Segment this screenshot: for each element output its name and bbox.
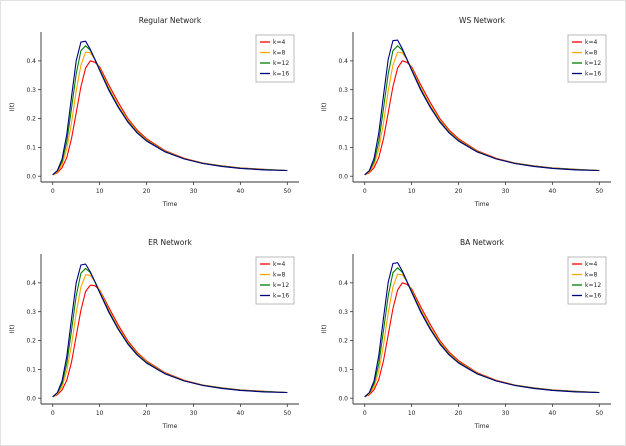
svg-text:0: 0 bbox=[51, 410, 55, 417]
svg-text:I(t): I(t) bbox=[321, 325, 328, 334]
subplot-ba-network: BA Network 0 10 20 30 40 50 0.0 0.1 0.2 0.3 0.4 Tim… bbox=[317, 238, 621, 430]
svg-text:0.0: 0.0 bbox=[26, 173, 36, 180]
svg-text:k=12: k=12 bbox=[273, 282, 289, 289]
subplot-ws-network: WS Network 0 10 20 30 40 50 0.0 0.1 0.2 0.3 0.4 Tim… bbox=[317, 16, 621, 208]
svg-text:40: 40 bbox=[237, 410, 245, 417]
svg-text:0.1: 0.1 bbox=[338, 367, 348, 374]
svg-text:20: 20 bbox=[143, 410, 151, 417]
svg-text:k=16: k=16 bbox=[585, 71, 601, 78]
svg-text:0.4: 0.4 bbox=[338, 58, 348, 65]
svg-text:k=4: k=4 bbox=[585, 39, 598, 46]
svg-text:k=8: k=8 bbox=[273, 50, 286, 57]
svg-text:0.3: 0.3 bbox=[338, 309, 348, 316]
svg-text:10: 10 bbox=[96, 188, 104, 195]
svg-text:40: 40 bbox=[237, 188, 245, 195]
chart-canvas-ws: 0 10 20 30 40 50 0.0 0.1 0.2 0.3 0.4 Time I(t) k=4 k=8… bbox=[321, 32, 611, 208]
svg-text:I(t): I(t) bbox=[321, 103, 328, 112]
svg-text:0.0: 0.0 bbox=[338, 395, 348, 402]
svg-text:0.3: 0.3 bbox=[338, 87, 348, 94]
svg-text:20: 20 bbox=[455, 188, 463, 195]
svg-text:0.2: 0.2 bbox=[338, 338, 348, 345]
svg-text:50: 50 bbox=[283, 188, 291, 195]
svg-text:k=16: k=16 bbox=[273, 71, 289, 78]
svg-text:0.1: 0.1 bbox=[26, 145, 36, 152]
svg-text:k=4: k=4 bbox=[273, 261, 286, 268]
svg-text:50: 50 bbox=[283, 410, 291, 417]
svg-text:k=8: k=8 bbox=[273, 272, 286, 279]
svg-text:Time: Time bbox=[474, 423, 490, 430]
subplot-er-network: ER Network 0 10 20 30 40 50 0.0 0.1 0.2 0.3 0.4 Tim… bbox=[5, 238, 309, 430]
chart-title-ws: WS Network bbox=[459, 16, 505, 25]
svg-text:30: 30 bbox=[190, 188, 198, 195]
svg-text:50: 50 bbox=[595, 410, 603, 417]
svg-text:10: 10 bbox=[408, 188, 416, 195]
svg-text:30: 30 bbox=[502, 188, 510, 195]
chart-title-ba: BA Network bbox=[460, 238, 504, 247]
svg-text:k=4: k=4 bbox=[585, 261, 598, 268]
svg-text:10: 10 bbox=[96, 410, 104, 417]
svg-text:I(t): I(t) bbox=[9, 325, 16, 334]
svg-text:k=16: k=16 bbox=[585, 293, 601, 300]
svg-text:0.4: 0.4 bbox=[26, 58, 36, 65]
svg-text:0.3: 0.3 bbox=[26, 87, 36, 94]
svg-text:0.2: 0.2 bbox=[26, 116, 36, 123]
svg-text:Time: Time bbox=[162, 423, 178, 430]
svg-text:0: 0 bbox=[363, 410, 367, 417]
chart-title-regular: Regular Network bbox=[138, 16, 202, 25]
svg-text:Time: Time bbox=[162, 201, 178, 208]
svg-text:0.4: 0.4 bbox=[338, 280, 348, 287]
svg-text:0.4: 0.4 bbox=[26, 280, 36, 287]
subplot-regular-network: Regular Network 0 10 20 30 40 50 0.0 0.1 0.2 0.3 0… bbox=[5, 16, 309, 208]
svg-text:k=8: k=8 bbox=[585, 272, 598, 279]
svg-text:20: 20 bbox=[143, 188, 151, 195]
svg-text:0.3: 0.3 bbox=[26, 309, 36, 316]
svg-text:0.1: 0.1 bbox=[26, 367, 36, 374]
svg-text:50: 50 bbox=[595, 188, 603, 195]
svg-text:0.2: 0.2 bbox=[26, 338, 36, 345]
svg-text:40: 40 bbox=[549, 188, 557, 195]
svg-text:k=12: k=12 bbox=[273, 60, 289, 67]
svg-text:0.1: 0.1 bbox=[338, 145, 348, 152]
svg-text:k=8: k=8 bbox=[585, 50, 598, 57]
svg-text:I(t): I(t) bbox=[9, 103, 16, 112]
svg-text:10: 10 bbox=[408, 410, 416, 417]
svg-text:40: 40 bbox=[549, 410, 557, 417]
svg-text:20: 20 bbox=[455, 410, 463, 417]
svg-text:Time: Time bbox=[474, 201, 490, 208]
svg-text:30: 30 bbox=[502, 410, 510, 417]
svg-text:k=4: k=4 bbox=[273, 39, 286, 46]
svg-text:0: 0 bbox=[363, 188, 367, 195]
svg-text:0.2: 0.2 bbox=[338, 116, 348, 123]
svg-text:k=12: k=12 bbox=[585, 282, 601, 289]
svg-text:30: 30 bbox=[190, 410, 198, 417]
chart-canvas-er: 0 10 20 30 40 50 0.0 0.1 0.2 0.3 0.4 Time I(t) k=4 k=8… bbox=[9, 254, 299, 430]
chart-title-er: ER Network bbox=[148, 238, 192, 247]
svg-text:0: 0 bbox=[51, 188, 55, 195]
svg-text:0.0: 0.0 bbox=[26, 395, 36, 402]
chart-canvas-ba: 0 10 20 30 40 50 0.0 0.1 0.2 0.3 0.4 Time I(t) k=4 k=8… bbox=[321, 254, 611, 430]
chart-canvas-regular: 0 10 20 30 40 50 0.0 0.1 0.2 0.3 0.4 Time I(t) k=4 k=8… bbox=[9, 32, 299, 208]
svg-text:0.0: 0.0 bbox=[338, 173, 348, 180]
svg-text:k=12: k=12 bbox=[585, 60, 601, 67]
svg-text:k=16: k=16 bbox=[273, 293, 289, 300]
